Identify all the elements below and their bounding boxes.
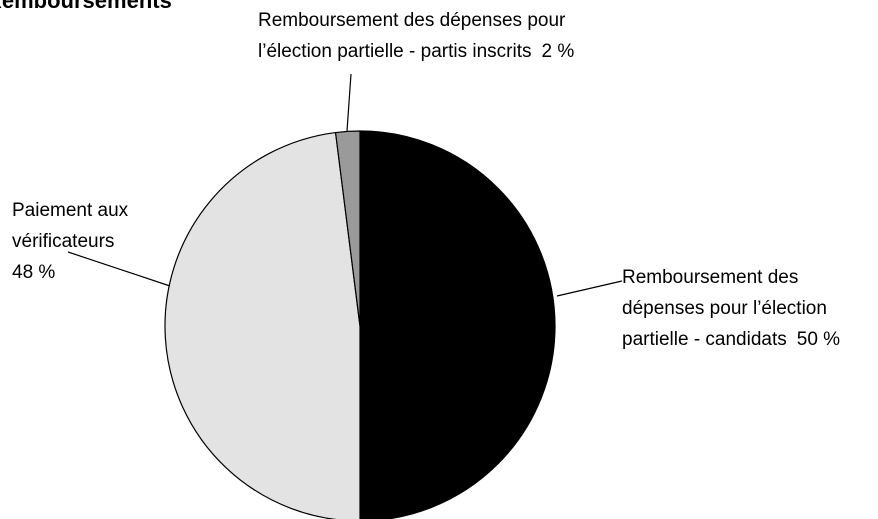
slice-label: Remboursement des dépenses pour l’électio…: [622, 267, 840, 350]
leader-line: [556, 280, 623, 297]
slice-label: Remboursement des dépenses pour l’électio…: [258, 10, 574, 62]
value-label: 48 %: [12, 262, 55, 283]
value-label: 50 %: [797, 329, 840, 350]
leader-line: [67, 251, 171, 287]
chart-title: Remboursements: [0, 0, 172, 13]
category-name: Remboursement des dépenses pour l’électio…: [258, 10, 566, 62]
leader-line: [346, 73, 352, 132]
pie-slice: [359, 130, 556, 519]
value-label: 2 %: [542, 41, 575, 62]
pie-slice: [334, 130, 361, 327]
category-name: Paiement aux vérificateurs: [12, 200, 129, 252]
category-name: Remboursement des dépenses pour l’électio…: [622, 267, 827, 350]
slice-label: Paiement aux vérificateurs 48 %: [12, 200, 129, 283]
pie-slice: [164, 131, 361, 519]
